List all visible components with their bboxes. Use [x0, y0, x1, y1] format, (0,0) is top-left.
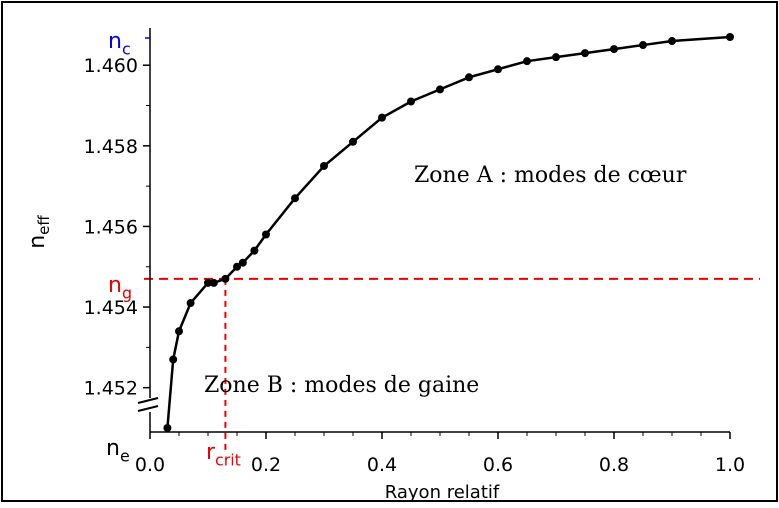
x-tick-label: 1.0 — [715, 454, 745, 476]
data-point — [262, 230, 270, 239]
data-point — [552, 53, 560, 62]
ng-label: ng — [108, 273, 132, 303]
data-point — [204, 278, 212, 287]
data-point — [163, 423, 172, 432]
axis-break-gap — [145, 398, 155, 412]
data-point — [523, 57, 531, 66]
y-axis-title: neff — [25, 215, 53, 249]
data-point — [668, 37, 676, 46]
ne-label: ne — [106, 436, 130, 466]
data-point — [186, 299, 195, 308]
data-point — [238, 258, 247, 267]
y-tick-label: 1.452 — [84, 378, 138, 400]
data-point — [233, 262, 241, 271]
data-point — [320, 161, 328, 170]
data-point — [465, 73, 473, 82]
x-tick-label: 0.2 — [251, 454, 281, 476]
axis-break-mark — [137, 397, 159, 404]
data-point — [407, 97, 415, 106]
data-point — [349, 137, 357, 146]
y-tick-label: 1.458 — [84, 136, 138, 158]
y-tick-label: 1.460 — [84, 55, 138, 77]
data-point — [639, 41, 647, 50]
data-point — [581, 49, 589, 58]
y-tick-label: 1.454 — [84, 297, 138, 319]
data-point — [436, 85, 444, 94]
y-tick-label: 1.456 — [84, 216, 138, 238]
data-point — [250, 246, 259, 255]
data-point — [378, 113, 386, 122]
data-point — [494, 65, 502, 74]
data-point — [169, 355, 178, 364]
axis-break-mark — [137, 405, 159, 412]
data-point — [221, 274, 230, 283]
rcrit-label: rcrit — [206, 440, 241, 470]
x-tick-label: 0.4 — [367, 454, 397, 476]
x-tick-label: 0.0 — [135, 454, 165, 476]
x-axis-title: Rayon relatif — [385, 482, 500, 503]
data-point — [610, 45, 618, 54]
data-point — [726, 33, 734, 41]
x-tick-label: 0.6 — [483, 454, 513, 476]
data-point — [209, 278, 218, 287]
data-point — [175, 327, 183, 336]
zone-a-label: Zone A : modes de cœur — [414, 163, 687, 188]
data-point — [291, 194, 299, 203]
x-tick-label: 0.8 — [599, 454, 629, 476]
nc-label: nc — [108, 29, 131, 59]
zone-b-label: Zone B : modes de gaine — [204, 373, 479, 398]
